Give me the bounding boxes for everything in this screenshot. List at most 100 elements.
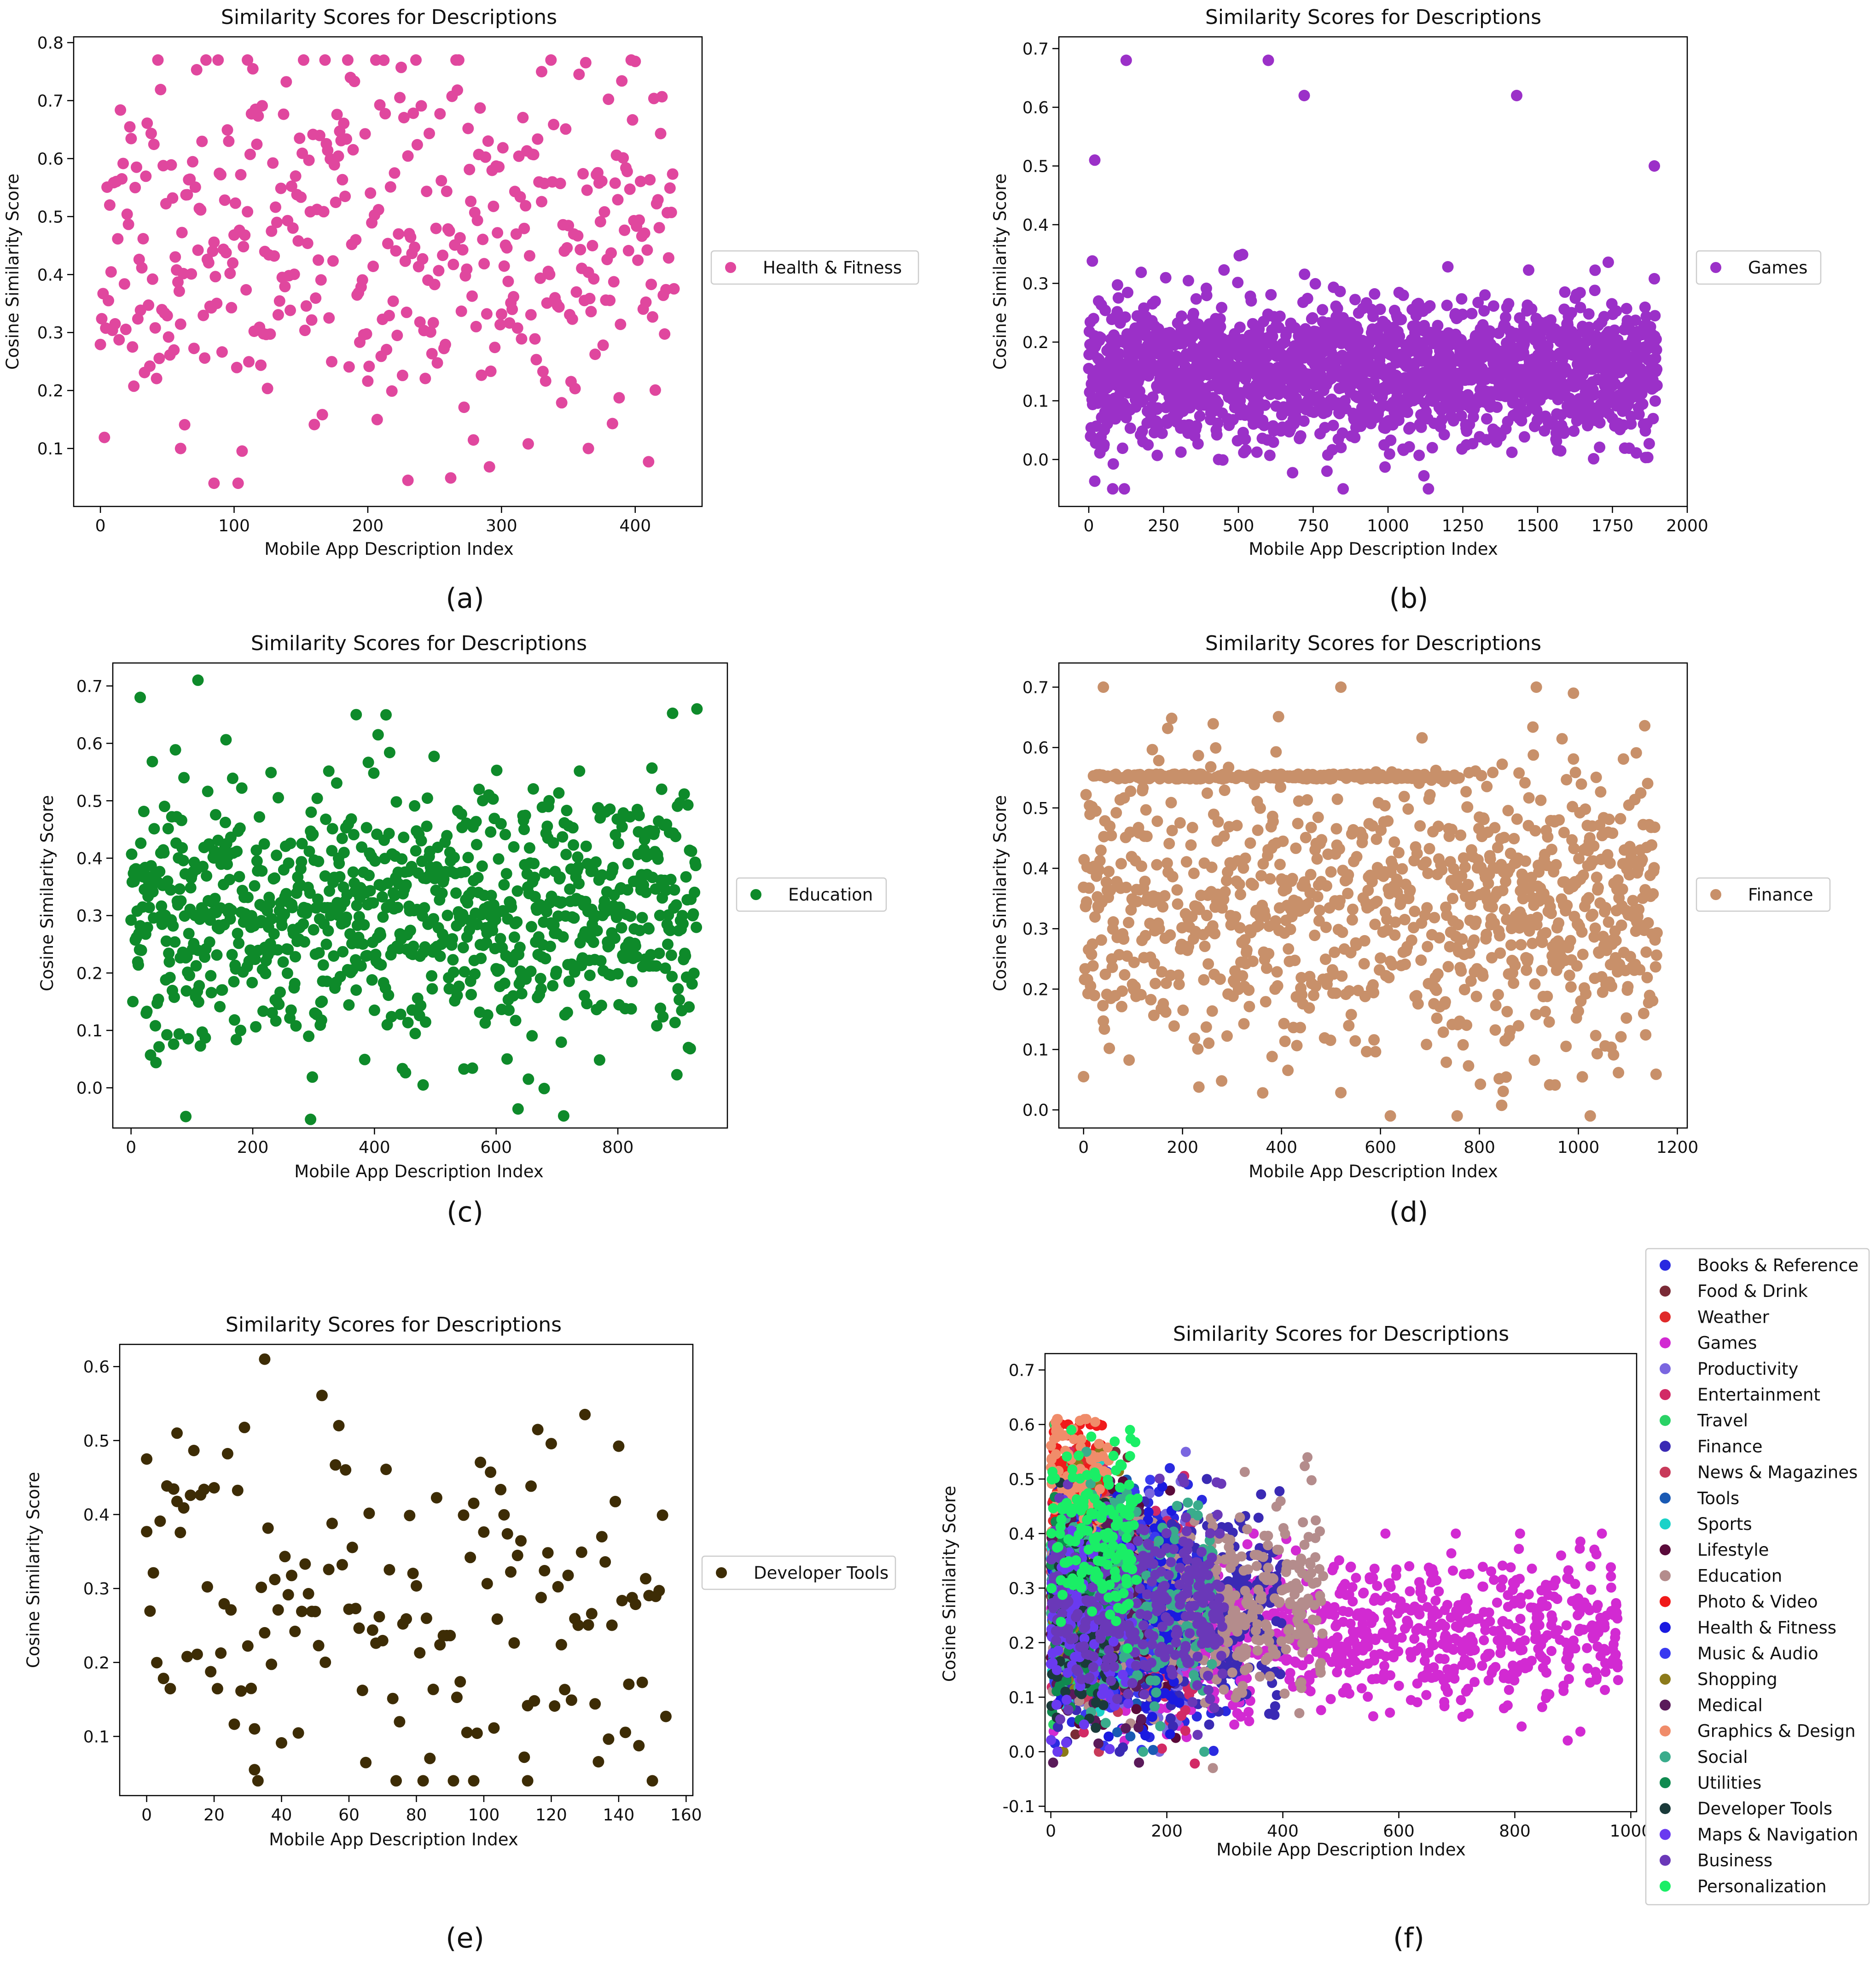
point [448, 1775, 459, 1786]
point [178, 772, 190, 784]
point [1238, 1018, 1250, 1029]
point [1135, 267, 1147, 278]
point [334, 871, 346, 883]
point [1314, 905, 1325, 916]
point [624, 183, 636, 195]
point [1633, 904, 1644, 915]
point [271, 849, 282, 861]
point [1649, 862, 1660, 873]
point [469, 968, 481, 980]
point [1221, 1030, 1233, 1042]
point [656, 784, 668, 795]
point [662, 939, 674, 950]
point [409, 1028, 421, 1039]
point [1400, 959, 1411, 970]
point [416, 100, 427, 111]
point [468, 1775, 480, 1786]
point [1618, 753, 1629, 765]
point [1434, 932, 1445, 944]
point [402, 150, 414, 162]
point [1638, 1008, 1649, 1019]
point [1117, 442, 1128, 454]
y-tick-label: 0.5 [83, 1432, 110, 1451]
point [616, 1595, 628, 1606]
point [316, 1390, 328, 1401]
point [1519, 777, 1531, 789]
point [357, 274, 368, 286]
point [1506, 447, 1518, 458]
point [176, 227, 188, 238]
point [363, 756, 374, 768]
point [1234, 922, 1246, 934]
point [309, 1606, 321, 1617]
point [1235, 889, 1246, 900]
point [299, 1558, 311, 1570]
point [307, 1071, 318, 1083]
point [1285, 924, 1296, 935]
point [647, 1775, 658, 1786]
point [688, 908, 699, 920]
point [1646, 839, 1657, 851]
point [1193, 750, 1204, 762]
point [150, 1020, 161, 1032]
point [1086, 948, 1097, 960]
point [573, 878, 585, 890]
point [1490, 1024, 1501, 1036]
point [168, 992, 180, 1003]
point [1234, 321, 1246, 333]
point [1116, 1001, 1127, 1012]
point [1560, 1041, 1572, 1052]
point [1413, 450, 1425, 461]
point [348, 866, 359, 878]
point [361, 822, 372, 833]
point [290, 170, 302, 182]
point [163, 823, 174, 834]
point [471, 1727, 483, 1739]
point [1255, 802, 1266, 814]
point [350, 984, 362, 996]
point [1347, 914, 1358, 925]
point [193, 996, 204, 1008]
point [525, 1480, 537, 1492]
point [502, 1528, 513, 1540]
point [1592, 882, 1604, 894]
point [1357, 831, 1368, 843]
point [539, 867, 551, 879]
point [1359, 958, 1370, 970]
point [233, 871, 245, 883]
point [1121, 882, 1132, 893]
point [372, 729, 384, 740]
point [1531, 681, 1542, 693]
point [163, 331, 174, 343]
point [1542, 831, 1553, 843]
point [1098, 1023, 1110, 1035]
point [202, 1581, 213, 1593]
point [573, 1620, 584, 1631]
point [1199, 941, 1211, 952]
point [512, 885, 523, 897]
point [1192, 438, 1204, 450]
x-axis-label: Mobile App Description Index [269, 1830, 518, 1849]
point [303, 1030, 314, 1042]
point [391, 796, 402, 808]
point [1570, 767, 1581, 778]
point [223, 135, 234, 147]
point [362, 375, 373, 387]
point [354, 1622, 365, 1634]
point [330, 1459, 341, 1471]
point [256, 100, 268, 111]
point [136, 262, 148, 273]
point [290, 951, 301, 963]
point [588, 273, 599, 285]
point [171, 1427, 183, 1439]
point [113, 334, 125, 346]
point [147, 273, 158, 285]
y-axis-label: Cosine Similarity Score [3, 174, 23, 370]
chart-title: Similarity Scores for Descriptions [251, 632, 587, 655]
point [1603, 256, 1614, 268]
point [1416, 732, 1428, 744]
point [1213, 816, 1224, 828]
point [1640, 1029, 1651, 1041]
point [210, 809, 221, 820]
point [375, 930, 386, 941]
